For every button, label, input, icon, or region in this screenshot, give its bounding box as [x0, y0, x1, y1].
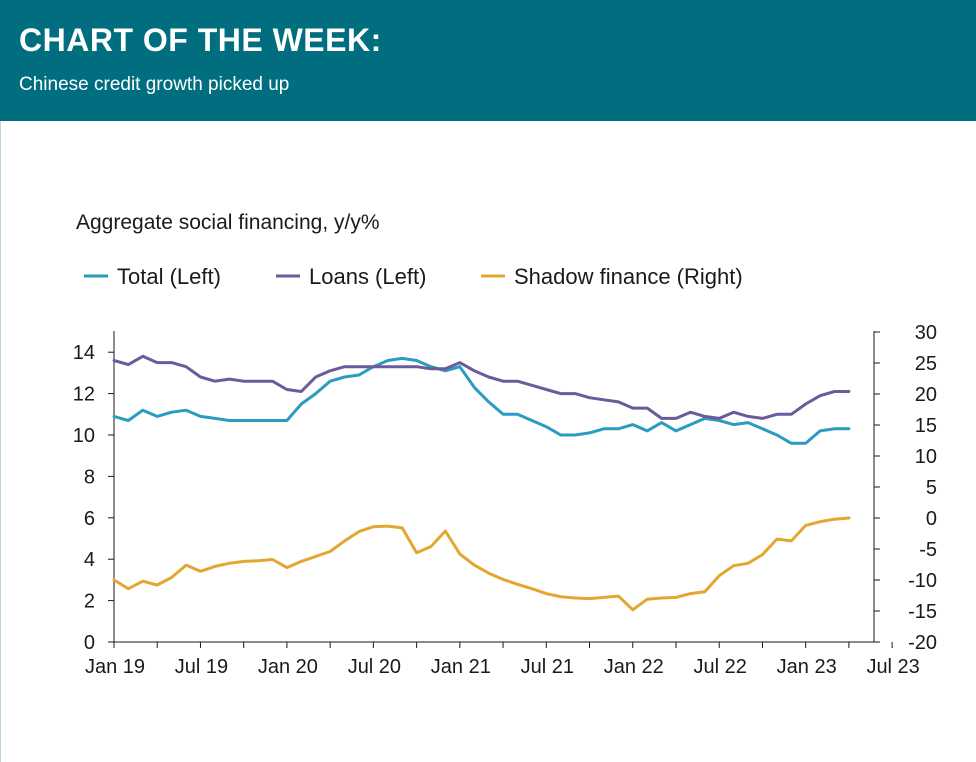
y-right-tick-label: 5 [926, 477, 937, 499]
y-left-tick-label: 6 [84, 508, 95, 530]
y-right-tick-label: -15 [908, 601, 937, 623]
chart-axes: 0 2 4 6 8 10 12 14 -20 -15 -10 -5 0 5 10 15 20 25 30 Jan 19… [73, 322, 937, 678]
y-right-tick-label: 15 [915, 415, 937, 437]
chart-series [112, 354, 851, 612]
y-right-tick-label: 25 [915, 353, 937, 375]
x-tick-label: Jul 20 [348, 656, 401, 678]
x-tick-label: Jul 22 [694, 656, 747, 678]
x-tick-label: Jan 22 [604, 656, 664, 678]
series-line-2 [112, 354, 851, 420]
y-right-tick-label: -10 [908, 570, 937, 592]
x-tick-label: Jul 21 [521, 656, 574, 678]
y-right-tick-label: -5 [919, 539, 937, 561]
y-left-tick-label: 8 [84, 466, 95, 488]
x-tick-label: Jan 23 [777, 656, 837, 678]
y-left-tick-label: 4 [84, 549, 95, 571]
page-title: CHART OF THE WEEK: [19, 22, 382, 58]
legend-label-3: Shadow finance (Right) [514, 264, 743, 289]
chart-legend: Total (Left) Loans (Left) Shadow finance (… [84, 264, 743, 289]
page-subtitle: Chinese credit growth picked up [19, 74, 290, 95]
y-left-tick-label: 2 [84, 591, 95, 613]
series-line-3 [112, 516, 851, 612]
y-right-tick-label: 20 [915, 384, 937, 406]
series-line-1 [112, 356, 851, 445]
panel-border [0, 121, 1, 762]
x-tick-label: Jan 21 [431, 656, 491, 678]
chart-title: Aggregate social financing, y/y% [76, 211, 380, 234]
y-left-tick-label: 0 [84, 632, 95, 654]
header-banner: CHART OF THE WEEK: Chinese credit growth… [0, 0, 976, 121]
y-left-tick-label: 10 [73, 425, 95, 447]
legend-label-2: Loans (Left) [309, 264, 426, 289]
y-left-tick-label: 14 [73, 342, 95, 364]
y-left-tick-label: 12 [73, 384, 95, 406]
legend-label-1: Total (Left) [117, 264, 221, 289]
y-right-tick-label: 0 [926, 508, 937, 530]
x-tick-label: Jul 23 [866, 656, 919, 678]
x-tick-label: Jan 20 [258, 656, 318, 678]
y-right-tick-label: -20 [908, 632, 937, 654]
x-tick-label: Jul 19 [175, 656, 228, 678]
x-tick-label: Jan 19 [85, 656, 145, 678]
y-right-tick-label: 10 [915, 446, 937, 468]
y-right-tick-label: 30 [915, 322, 937, 344]
